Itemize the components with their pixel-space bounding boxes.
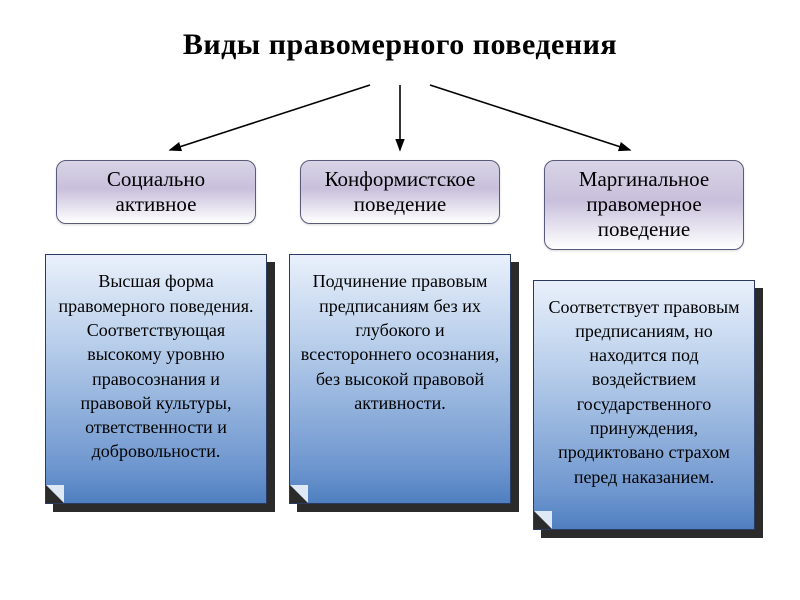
columns-container: Социально активное Высшая форма правомер… <box>45 160 755 530</box>
arrows-svg <box>0 80 800 160</box>
column-2: Маргинальное правомерное поведение Соотв… <box>533 160 755 530</box>
label-box-1: Конформистское поведение <box>300 160 500 224</box>
column-0: Социально активное Высшая форма правомер… <box>45 160 267 530</box>
desc-box-1: Подчинение правовым предписаниям без их … <box>289 254 511 504</box>
desc-wrap-0: Высшая форма правомерного поведения. Соо… <box>45 254 267 504</box>
label-box-2: Маргинальное правомерное поведение <box>544 160 744 250</box>
column-1: Конформистское поведение Подчинение прав… <box>289 160 511 530</box>
desc-box-2: Соответствует правовым предписаниям, но … <box>533 280 755 530</box>
desc-wrap-2: Соответствует правовым предписаниям, но … <box>533 280 755 530</box>
desc-box-0: Высшая форма правомерного поведения. Соо… <box>45 254 267 504</box>
arrow-left <box>170 85 370 150</box>
arrow-right <box>430 85 630 150</box>
label-box-0: Социально активное <box>56 160 256 224</box>
page-title: Виды правомерного поведения <box>0 0 800 62</box>
desc-wrap-1: Подчинение правовым предписаниям без их … <box>289 254 511 504</box>
